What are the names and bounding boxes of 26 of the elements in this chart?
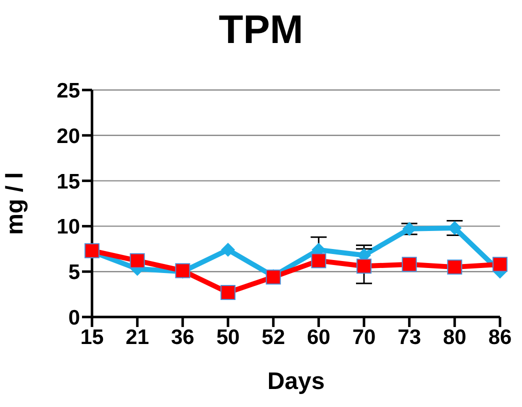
y-tick-label: 5: [68, 261, 80, 284]
x-tick-label: 60: [306, 326, 330, 349]
point: [402, 256, 417, 272]
x-tick-label: 50: [216, 326, 240, 349]
y-tick-label: 15: [56, 170, 80, 194]
y-axis-title: mg / l: [2, 172, 29, 235]
point: [492, 256, 508, 272]
chart-title: TPM: [218, 8, 304, 53]
x-tick-label: 73: [398, 326, 422, 349]
x-tick-label: 86: [488, 326, 512, 349]
point: [220, 284, 236, 300]
x-tick-label: 36: [170, 326, 194, 349]
point: [447, 260, 462, 275]
x-tick-label: 70: [352, 326, 376, 349]
y-tick-label: 20: [56, 124, 80, 148]
point: [221, 242, 235, 257]
point: [356, 258, 372, 274]
y-tick-label: 25: [56, 79, 80, 102]
y-tick-label: 10: [56, 216, 80, 239]
x-tick-label: 21: [126, 326, 150, 349]
y-tick-label: 0: [68, 306, 80, 330]
x-tick-label: 80: [442, 326, 466, 349]
x-axis-title: Days: [267, 368, 325, 395]
x-tick-label: 52: [262, 326, 286, 349]
point: [311, 253, 326, 268]
point: [130, 253, 145, 268]
